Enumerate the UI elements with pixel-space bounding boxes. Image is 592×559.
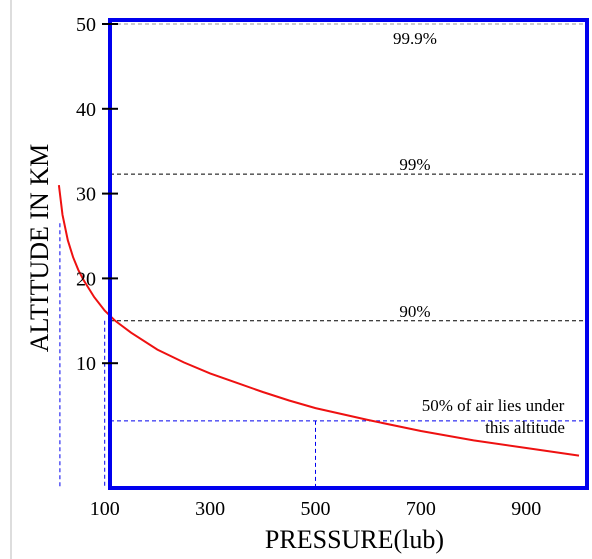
y-tick-label: 30 [76, 184, 96, 206]
plot-frame [108, 18, 589, 490]
threshold-label: 99% [399, 155, 430, 174]
x-axis-title: PRESSURE(lub) [265, 525, 444, 554]
y-tick-label: 20 [76, 268, 96, 290]
x-tick-label: 100 [90, 498, 120, 520]
x-tick-label: 300 [195, 498, 225, 520]
x-tick-label: 900 [511, 498, 541, 520]
x-tick-label: 500 [301, 498, 331, 520]
threshold-label: 99.9% [393, 29, 437, 48]
threshold-label: 50% of air lies under [422, 396, 565, 415]
threshold-label: this altitude [485, 418, 565, 437]
x-tick-label: 700 [406, 498, 436, 520]
y-tick-label: 50 [76, 14, 96, 36]
y-axis-title: ALTITUDE IN KM [25, 144, 54, 352]
y-tick-label: 40 [76, 99, 96, 121]
pressure-curve [57, 184, 580, 457]
y-tick-label: 10 [76, 353, 96, 375]
threshold-label: 90% [399, 302, 430, 321]
